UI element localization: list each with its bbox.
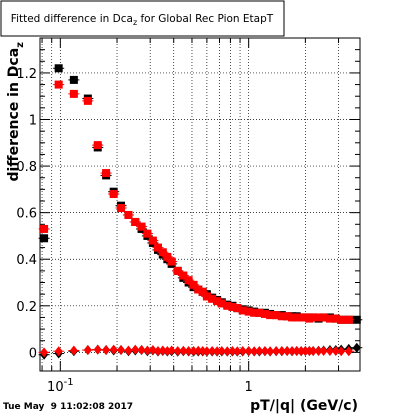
data-point-diamond xyxy=(40,347,49,358)
x-tick-label: 1 xyxy=(245,380,253,395)
data-point xyxy=(244,307,253,316)
data-point-diamond xyxy=(319,345,328,356)
data-point-diamond xyxy=(69,345,78,356)
data-marks xyxy=(38,64,363,360)
data-point xyxy=(213,297,222,306)
data-point-diamond xyxy=(325,345,334,356)
data-point-diamond xyxy=(352,342,361,353)
data-point xyxy=(194,285,203,294)
x-tick-label: 10-1 xyxy=(47,377,74,395)
chart-title: Fitted difference in Dcaz for Global Rec… xyxy=(11,13,274,27)
y-tick-label: 0 xyxy=(29,346,37,361)
data-point xyxy=(319,313,328,322)
y-axis-label: difference in Dcaz xyxy=(6,42,26,182)
data-point xyxy=(54,64,63,73)
data-point xyxy=(255,308,264,317)
x-axis-label: pT/|q| (GeV/c) xyxy=(250,398,358,414)
y-tick-label: 0.4 xyxy=(16,253,37,268)
data-point xyxy=(331,314,340,323)
data-point-diamond xyxy=(93,344,102,355)
timestamp: Tue May 9 11:02:08 2017 xyxy=(3,402,133,412)
data-point xyxy=(102,169,111,178)
data-point-diamond xyxy=(238,345,247,356)
data-point xyxy=(148,236,157,245)
data-point xyxy=(272,311,281,320)
y-tick-label: 1.2 xyxy=(16,67,37,82)
data-point xyxy=(40,234,49,243)
data-point-diamond xyxy=(173,345,182,356)
data-point xyxy=(131,217,140,226)
data-point-diamond xyxy=(109,344,118,355)
data-point-diamond xyxy=(272,345,281,356)
data-point-diamond xyxy=(117,345,126,356)
data-point xyxy=(233,304,242,313)
data-point-diamond xyxy=(266,346,275,357)
data-point xyxy=(202,292,211,301)
plot-frame xyxy=(39,37,361,372)
data-point xyxy=(228,302,237,311)
data-point xyxy=(83,96,92,105)
data-point-diamond xyxy=(124,345,133,356)
data-point-diamond xyxy=(137,345,146,356)
data-point xyxy=(153,243,162,252)
data-point xyxy=(283,312,292,321)
data-point xyxy=(69,75,78,84)
axis-ticks: 0 0.2 0.4 0.6 0.8 1 1.2 10-1 1 xyxy=(16,38,360,395)
data-point xyxy=(54,80,63,89)
y-tick-label: 1 xyxy=(29,114,37,129)
data-point-diamond xyxy=(344,346,353,357)
data-point xyxy=(266,311,275,320)
data-point xyxy=(238,306,247,315)
data-point xyxy=(143,229,152,238)
data-point-diamond xyxy=(337,346,346,357)
data-point xyxy=(117,203,126,212)
data-point xyxy=(69,89,78,98)
data-point xyxy=(223,301,232,310)
y-axis-label-subscript: z xyxy=(15,42,26,48)
data-point xyxy=(137,222,146,231)
data-point xyxy=(163,252,172,261)
data-point-diamond xyxy=(83,345,92,356)
data-point xyxy=(189,280,198,289)
chart-title-suffix: for Global Rec Pion EtapT xyxy=(137,13,274,25)
data-point-diamond xyxy=(148,345,157,356)
y-tick-label: 0.2 xyxy=(16,300,37,315)
data-point xyxy=(158,248,167,257)
title-box xyxy=(0,0,285,37)
data-point xyxy=(40,224,49,233)
y-tick-label: 0.8 xyxy=(16,160,37,175)
data-point xyxy=(352,315,361,324)
data-point xyxy=(173,266,182,275)
data-point-diamond xyxy=(54,346,63,357)
data-point-diamond xyxy=(131,344,140,355)
data-point-diamond xyxy=(167,345,176,356)
data-point xyxy=(344,315,353,324)
data-point xyxy=(217,299,226,308)
data-point-diamond xyxy=(102,345,111,356)
data-point-diamond xyxy=(255,345,264,356)
data-point xyxy=(184,276,193,285)
y-tick-label: 0.6 xyxy=(16,207,37,222)
data-point xyxy=(198,287,207,296)
data-point xyxy=(93,141,102,150)
data-point xyxy=(124,210,133,219)
data-point xyxy=(109,190,118,199)
data-point xyxy=(208,294,217,303)
data-point xyxy=(325,314,334,323)
data-point xyxy=(260,309,269,318)
data-point xyxy=(167,257,176,266)
data-point xyxy=(337,315,346,324)
chart-title-subscript: z xyxy=(133,18,137,27)
data-point xyxy=(179,271,188,280)
